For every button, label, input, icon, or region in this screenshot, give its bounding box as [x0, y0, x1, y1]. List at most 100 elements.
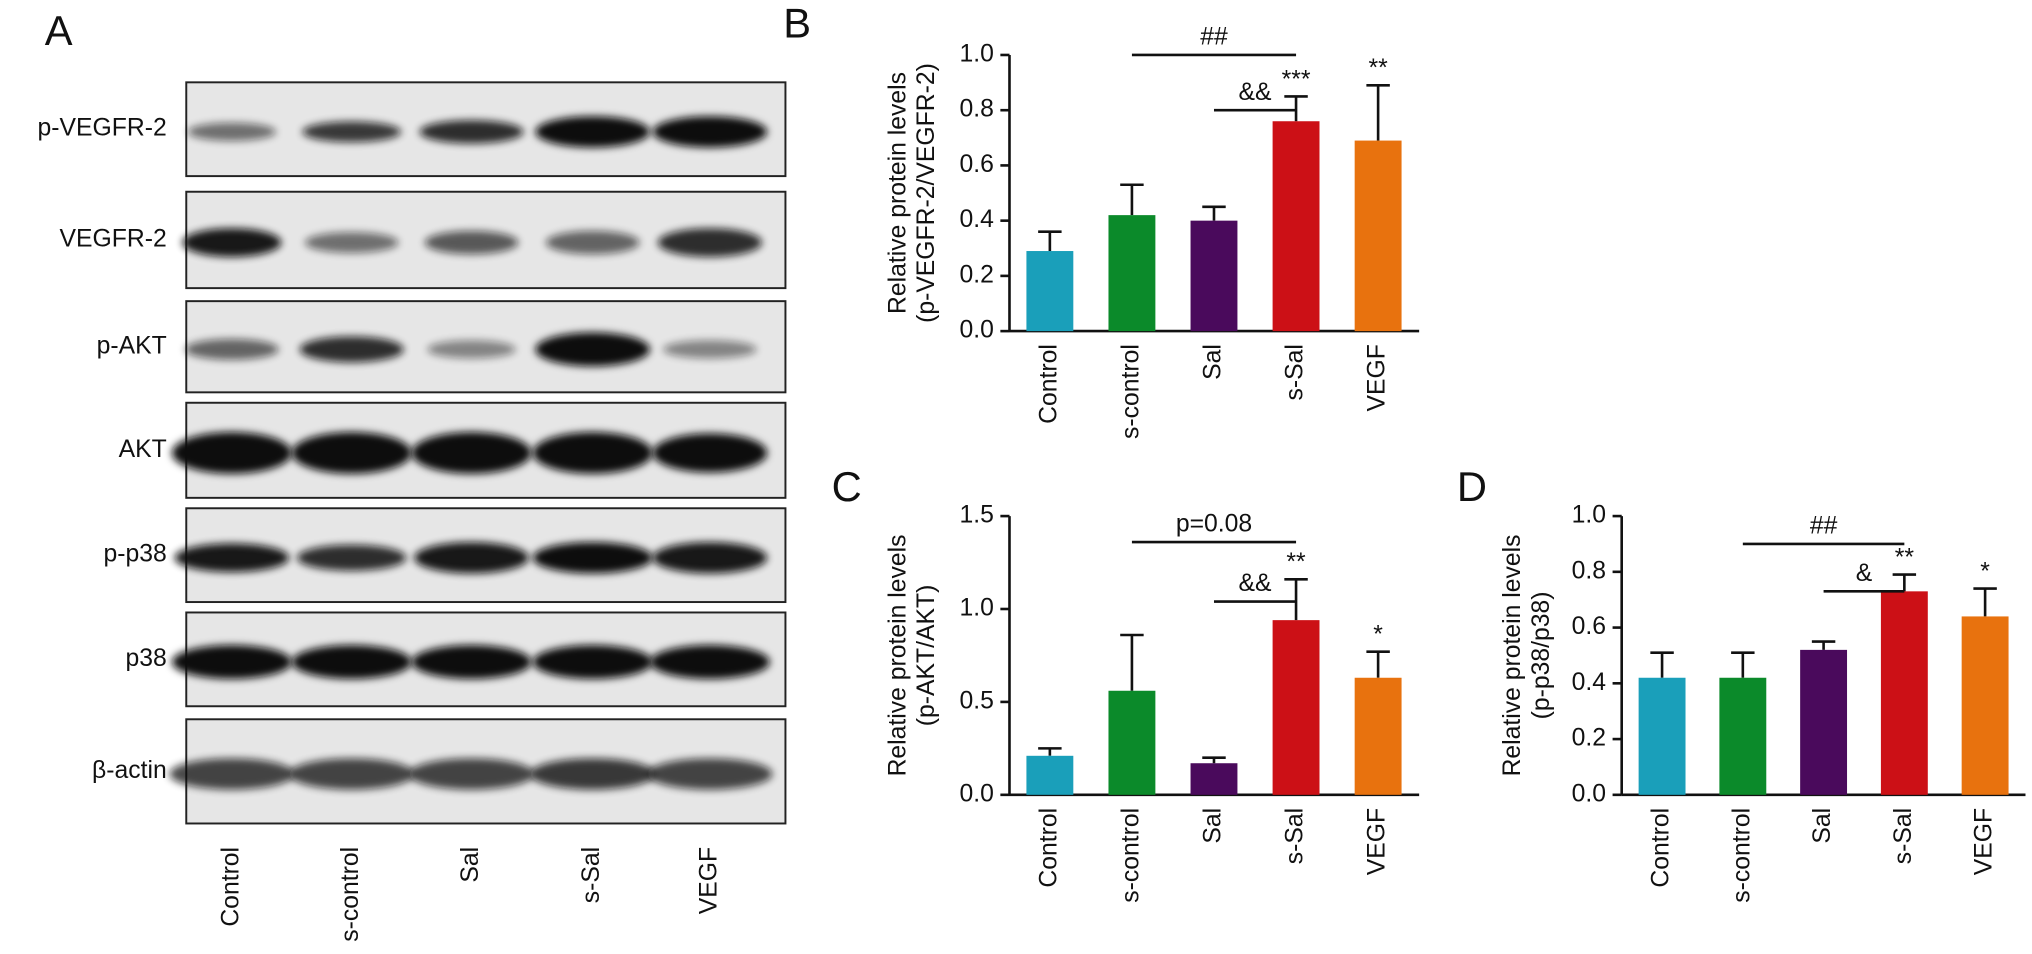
- bar: [1190, 220, 1238, 332]
- significance-stars: **: [1895, 545, 1915, 572]
- y-tick-label: 0.4: [959, 206, 994, 233]
- bar: [1354, 140, 1402, 332]
- panel-letter: D: [1457, 463, 1487, 510]
- significance-label: ##: [1200, 24, 1228, 51]
- bar: [1961, 616, 2009, 795]
- x-tick-label: VEGF: [1971, 808, 1998, 875]
- bar: [1638, 677, 1686, 795]
- blot-row-label: p38: [125, 645, 166, 672]
- significance-label: &&: [1239, 79, 1272, 106]
- bar: [1108, 690, 1156, 795]
- y-axis-label: (p-p38/p38): [1528, 592, 1555, 720]
- bar: [1272, 620, 1320, 795]
- blot-lane-label: Sal: [457, 847, 484, 883]
- y-axis-label: (p-AKT/AKT): [913, 585, 940, 727]
- y-tick-label: 0.0: [1572, 780, 1606, 807]
- error-bar: [1973, 587, 1997, 617]
- blot-band: [647, 758, 773, 790]
- x-tick-label: s-Sal: [1282, 344, 1309, 400]
- x-tick-label: s-control: [1117, 808, 1144, 903]
- significance-label: p=0.08: [1176, 511, 1252, 538]
- blot-row-label: β-actin: [92, 757, 167, 784]
- y-tick-label: 0.8: [959, 96, 993, 123]
- y-tick-label: 0.6: [1572, 613, 1606, 640]
- bar: [1880, 591, 1928, 795]
- blot-band: [535, 332, 650, 367]
- y-tick-label: 1.5: [959, 502, 993, 529]
- y-axis-label: Relative protein levels: [884, 534, 911, 776]
- x-tick-label: s-Sal: [1282, 808, 1309, 864]
- y-tick-label: 0.0: [959, 317, 993, 344]
- blot-row-label: p-p38: [103, 541, 166, 568]
- blot-band: [532, 432, 653, 474]
- blot-band: [187, 122, 277, 141]
- error-bar: [1811, 640, 1836, 650]
- error-bar: [1038, 747, 1062, 756]
- significance-label: &: [1856, 560, 1873, 587]
- significance-stars: **: [1286, 549, 1306, 576]
- blot-band: [411, 645, 532, 679]
- error-bar: [1202, 205, 1226, 221]
- y-tick-label: 0.4: [1572, 669, 1607, 696]
- blot-band: [299, 336, 404, 363]
- significance-stars: **: [1368, 55, 1388, 82]
- bar: [1026, 251, 1074, 332]
- blot-band: [291, 432, 412, 474]
- x-tick-label: Sal: [1809, 808, 1836, 844]
- blot-row-label: p-VEGFR-2: [38, 115, 167, 142]
- x-tick-label: s-control: [1117, 344, 1144, 439]
- y-tick-label: 0.6: [959, 151, 993, 178]
- x-tick-label: Control: [1035, 808, 1062, 888]
- error-bar: [1366, 84, 1390, 141]
- blot-band: [657, 228, 762, 257]
- significance-stars: *: [1373, 622, 1383, 649]
- blot-band: [424, 230, 519, 255]
- error-bar: [1731, 651, 1755, 678]
- blot-band: [289, 758, 415, 790]
- blot-band: [291, 645, 412, 679]
- blot-band: [649, 645, 770, 679]
- x-tick-label: s-control: [1728, 808, 1755, 903]
- blot-band: [663, 340, 757, 359]
- blot-band: [532, 645, 653, 679]
- error-bar: [1202, 756, 1226, 764]
- blot-band: [296, 544, 407, 571]
- blot-band: [411, 432, 532, 474]
- blot-lane-label: s-Sal: [578, 847, 605, 903]
- blot-band: [419, 120, 524, 144]
- blot-band: [184, 338, 279, 360]
- x-tick-label: s-Sal: [1890, 808, 1917, 864]
- x-tick-label: Control: [1648, 808, 1675, 888]
- blot-band: [302, 121, 402, 143]
- blot-band: [532, 542, 653, 574]
- bar: [1354, 677, 1402, 795]
- blot-band: [535, 116, 650, 148]
- blot-band: [174, 543, 290, 573]
- x-tick-label: Control: [1035, 344, 1062, 424]
- significance-stars: ***: [1282, 66, 1311, 93]
- y-tick-label: 0.2: [959, 261, 993, 288]
- y-tick-label: 0.0: [959, 780, 993, 807]
- y-axis-label: (p-VEGFR-2/VEGFR-2): [913, 63, 940, 323]
- y-tick-label: 0.8: [1572, 557, 1606, 584]
- blot-band: [652, 116, 768, 148]
- error-bar: [1284, 95, 1308, 122]
- blot-band: [414, 542, 529, 574]
- blot-lane-label: Control: [217, 847, 244, 927]
- x-tick-label: VEGF: [1364, 344, 1391, 411]
- error-bar: [1120, 183, 1144, 216]
- blot-band: [171, 432, 292, 474]
- blot-band: [652, 542, 768, 574]
- significance-label: &&: [1239, 570, 1272, 597]
- bar: [1026, 755, 1074, 795]
- blot-lane-label: s-control: [337, 847, 364, 942]
- bar: [1190, 763, 1238, 795]
- blot-band: [182, 228, 282, 257]
- blot-row-label: VEGFR-2: [60, 225, 167, 252]
- bar: [1108, 215, 1156, 332]
- y-tick-label: 1.0: [1572, 502, 1606, 529]
- significance-stars: *: [1980, 558, 1990, 585]
- blot-band: [169, 758, 295, 790]
